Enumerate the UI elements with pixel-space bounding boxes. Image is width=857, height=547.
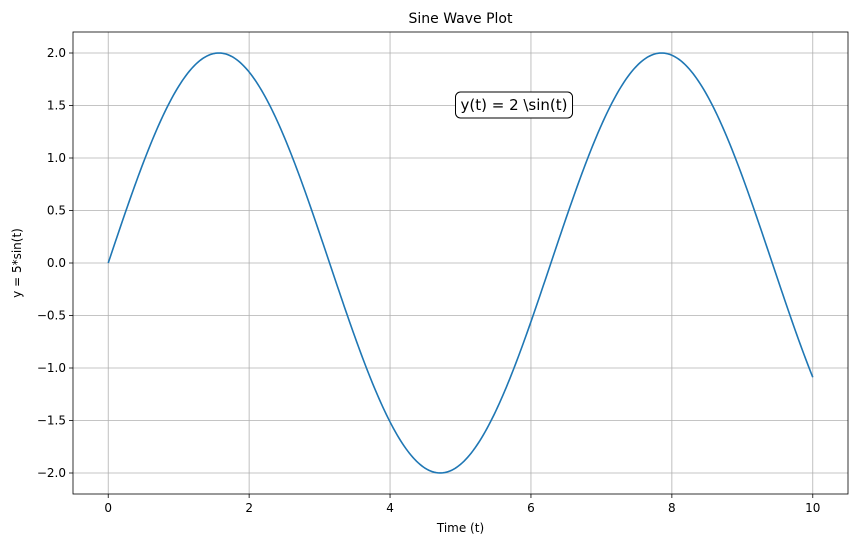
series-layer bbox=[107, 52, 814, 474]
y-tick-label: −0.5 bbox=[37, 309, 66, 323]
y-tick-label: 2.0 bbox=[47, 46, 66, 60]
x-axis-label: Time (t) bbox=[436, 521, 484, 535]
y-axis-label: y = 5*sin(t) bbox=[10, 228, 24, 298]
y-tick-label: −2.0 bbox=[37, 466, 66, 480]
ticks: 0 2 4 6 8 10 −2.0 −1.5 −1.0 −0.5 0.0 0.5 1.0 1.5 2.0 bbox=[37, 46, 821, 515]
annotation-box bbox=[455, 91, 574, 119]
y-tick-label: 1.5 bbox=[47, 99, 66, 113]
y-tick-label: 0.0 bbox=[47, 256, 66, 270]
x-tick-label: 2 bbox=[245, 501, 253, 515]
chart-title: Sine Wave Plot bbox=[409, 11, 513, 27]
x-tick-label: 4 bbox=[386, 501, 394, 515]
y-tick-label: −1.0 bbox=[37, 361, 66, 375]
series-line bbox=[107, 52, 814, 474]
x-tick-label: 10 bbox=[805, 501, 820, 515]
y-tick-label: 1.0 bbox=[47, 151, 66, 165]
x-tick-label: 0 bbox=[104, 501, 112, 515]
x-tick-label: 8 bbox=[668, 501, 676, 515]
x-tick-label: 6 bbox=[527, 501, 535, 515]
y-tick-label: 0.5 bbox=[47, 204, 66, 218]
annotation-layer: y(t) = 2 \sin(t) bbox=[455, 91, 574, 119]
y-tick-label: −1.5 bbox=[37, 414, 66, 428]
annotation-text: y(t) = 2 \sin(t) bbox=[461, 96, 568, 114]
